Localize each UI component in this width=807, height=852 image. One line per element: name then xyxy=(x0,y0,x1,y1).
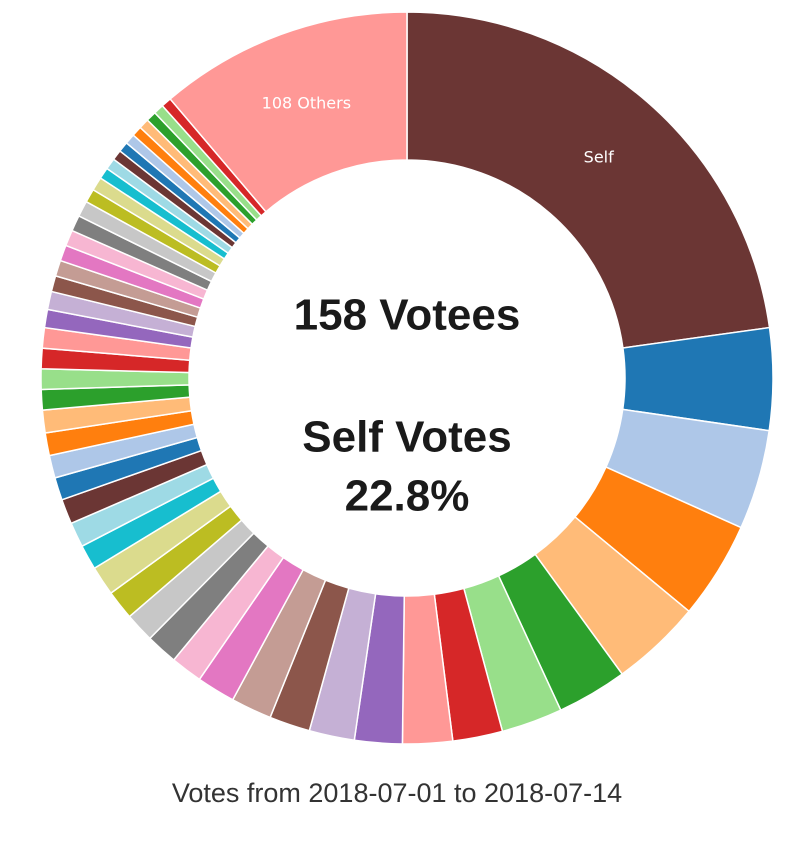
center-subtitle: Self Votes xyxy=(302,413,511,462)
caption: Votes from 2018-07-01 to 2018-07-14 xyxy=(172,778,622,808)
slice xyxy=(406,11,771,349)
slice-label: 108 Others xyxy=(262,93,351,112)
center-title: 158 Votees xyxy=(294,291,521,340)
slice-label: Self xyxy=(584,147,614,166)
center-value: 22.8% xyxy=(345,472,470,521)
slices: Self 108 Others xyxy=(40,11,774,745)
slice xyxy=(169,11,408,213)
